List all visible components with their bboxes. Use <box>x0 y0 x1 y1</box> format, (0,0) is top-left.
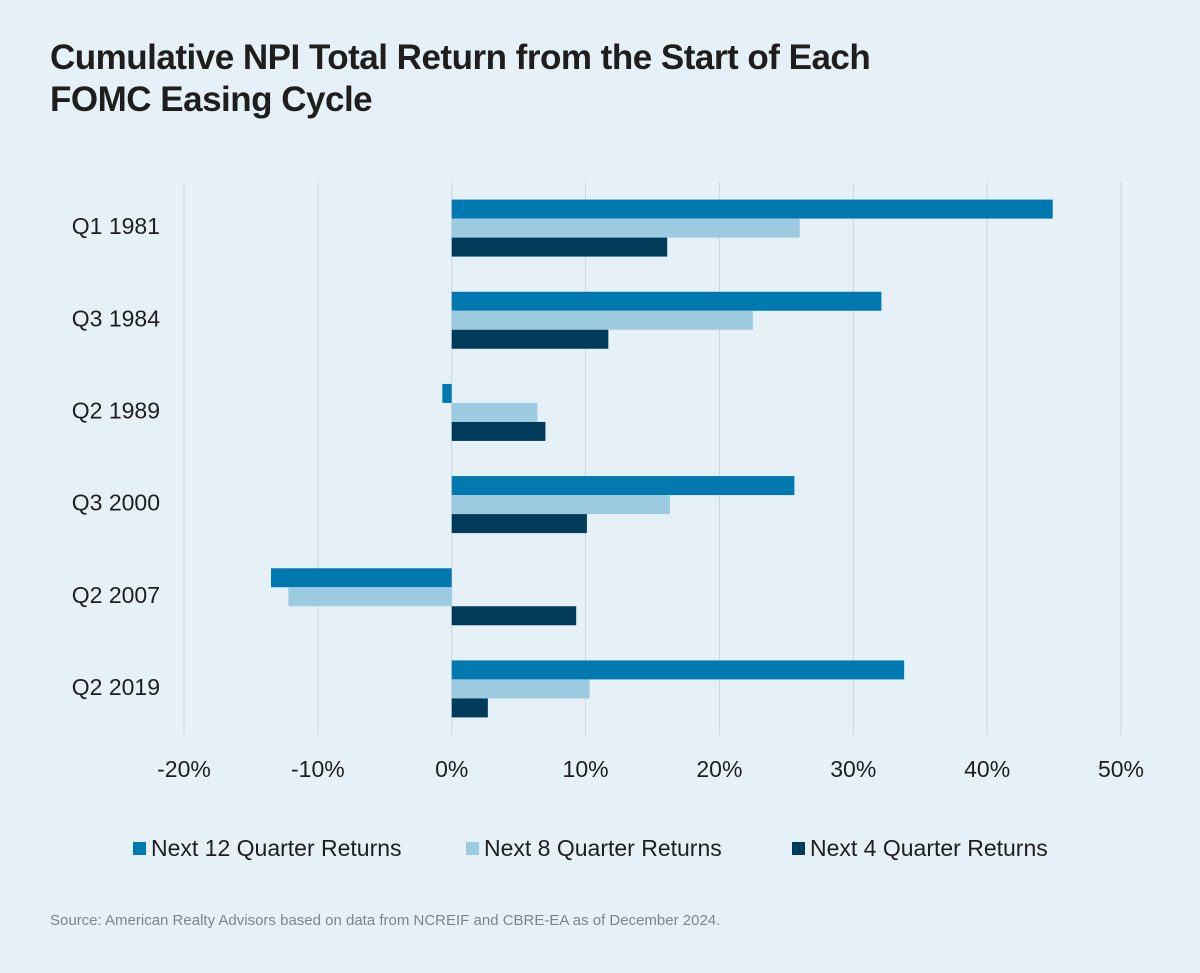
bar <box>451 199 1053 219</box>
y-tick-label: Q3 2000 <box>72 490 160 516</box>
legend-swatch <box>792 842 805 855</box>
legend-item: Next 12 Quarter Returns <box>133 835 402 861</box>
bar <box>451 402 538 422</box>
chart-title: Cumulative NPI Total Return from the Sta… <box>50 38 870 119</box>
legend-item: Next 4 Quarter Returns <box>792 835 1048 861</box>
bar <box>451 514 587 534</box>
y-tick-label: Q2 2019 <box>72 674 160 700</box>
bar <box>451 218 800 238</box>
bar <box>451 660 905 680</box>
x-tick-label: 10% <box>563 756 609 782</box>
x-tick-label: -10% <box>291 756 345 782</box>
y-tick-label: Q1 1981 <box>72 213 160 239</box>
x-tick-label: -20% <box>157 756 211 782</box>
bar <box>288 587 452 607</box>
y-tick-label: Q3 1984 <box>72 305 160 331</box>
legend-swatch <box>466 842 479 855</box>
bar <box>451 679 590 699</box>
bar <box>451 421 546 441</box>
bar <box>271 568 452 588</box>
x-tick-label: 30% <box>830 756 876 782</box>
source-note: Source: American Realty Advisors based o… <box>50 912 720 929</box>
y-tick-label: Q2 1989 <box>72 397 160 423</box>
bar <box>451 237 668 257</box>
bar <box>451 329 609 349</box>
bar <box>442 383 452 403</box>
legend-label: Next 8 Quarter Returns <box>484 835 722 861</box>
legend-item: Next 8 Quarter Returns <box>466 835 722 861</box>
bar <box>451 698 488 718</box>
x-tick-label: 50% <box>1098 756 1144 782</box>
x-tick-label: 20% <box>696 756 742 782</box>
legend-label: Next 12 Quarter Returns <box>151 835 402 861</box>
bar <box>451 606 577 626</box>
legend-label: Next 4 Quarter Returns <box>810 835 1048 861</box>
x-tick-label: 40% <box>964 756 1010 782</box>
x-tick-label: 0% <box>435 756 468 782</box>
bar <box>451 476 795 496</box>
bar <box>451 310 753 330</box>
y-tick-label: Q2 2007 <box>72 582 160 608</box>
bar <box>451 291 882 311</box>
bar <box>451 495 670 515</box>
legend-swatch <box>133 842 146 855</box>
